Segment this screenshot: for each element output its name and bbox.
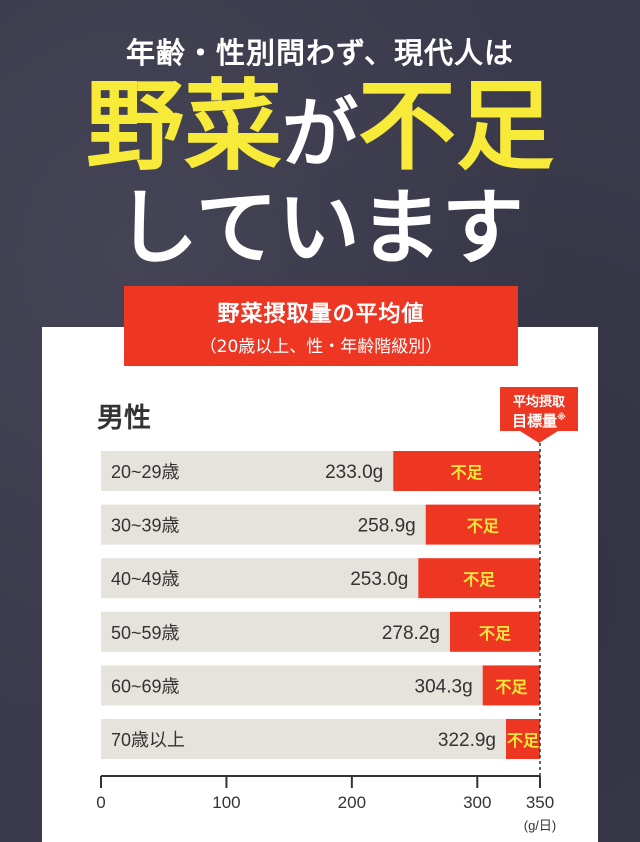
chart-title: 野菜摂取量の平均値 [217, 302, 425, 327]
target-label-line1: 平均摂取 [512, 395, 565, 410]
bar-intake [101, 665, 483, 706]
x-tick-label: 0 [96, 793, 105, 812]
bar-intake [101, 504, 426, 545]
x-unit-label: (g/日) [524, 818, 557, 833]
bar-intake [101, 451, 394, 491]
category-label: 40~49歳 [111, 569, 180, 589]
bar-shortfall [449, 611, 540, 652]
x-axis-group: 0 100 200 300 350 (g/日) [96, 443, 556, 833]
headline: 野菜が不足 [0, 78, 640, 176]
bar-shortfall [418, 558, 540, 599]
bar-intake [101, 558, 419, 599]
target-label: 平均摂取 目標量※ [500, 387, 578, 431]
value-label: 258.9g [358, 516, 416, 537]
headline-vegetables: 野菜 [85, 70, 282, 184]
x-tick-label: 300 [463, 793, 491, 812]
value-label: 253.0g [350, 569, 408, 590]
target-label-line2: 目標量※ [500, 410, 578, 431]
bars-group: 20~29歳 233.0g 不足 30~39歳 258.9g 不足 40~49歳 253.0g… [101, 451, 540, 759]
shortfall-label: 不足 [463, 571, 496, 589]
headline-line2: しています [116, 181, 524, 276]
x-tick-label: 100 [212, 793, 240, 812]
gender-label: 男性 [97, 403, 151, 434]
x-tick-label: 350 [526, 793, 554, 812]
shortfall-label: 不足 [495, 678, 528, 696]
category-label: 60~69歳 [111, 676, 180, 696]
x-tick-label: 200 [338, 793, 366, 812]
header-subtitle: 年齢・性別問わず、現代人は [126, 36, 514, 70]
category-label: 20~29歳 [111, 462, 180, 482]
target-note-mark: ※ [557, 413, 566, 423]
category-label: 50~59歳 [111, 623, 180, 643]
category-label: 30~39歳 [111, 516, 180, 536]
value-label: 233.0g [325, 462, 383, 483]
category-label: 70歳以上 [111, 730, 185, 750]
bar-shortfall [506, 719, 540, 759]
headline-shortage: 不足 [358, 70, 555, 184]
value-label: 278.2g [382, 623, 440, 644]
headline-particle: が [282, 89, 358, 178]
shortfall-label: 不足 [479, 625, 512, 643]
shortfall-label: 不足 [507, 732, 540, 750]
value-label: 322.9g [438, 730, 496, 751]
bar-shortfall [393, 451, 540, 491]
shortfall-label: 不足 [451, 464, 484, 482]
value-label: 304.3g [415, 676, 473, 697]
target-label-text: 目標量 [512, 412, 558, 430]
shortfall-label: 不足 [467, 518, 500, 536]
chart-subtitle: （20歳以上、性・年齢階級別） [199, 337, 443, 357]
target-pointer [520, 431, 558, 443]
bar-shortfall [425, 504, 540, 545]
bar-intake [101, 611, 450, 652]
chart-title-banner: 野菜摂取量の平均値 （20歳以上、性・年齢階級別） [124, 286, 518, 366]
bar-intake [101, 719, 507, 759]
bar-shortfall [482, 665, 540, 706]
